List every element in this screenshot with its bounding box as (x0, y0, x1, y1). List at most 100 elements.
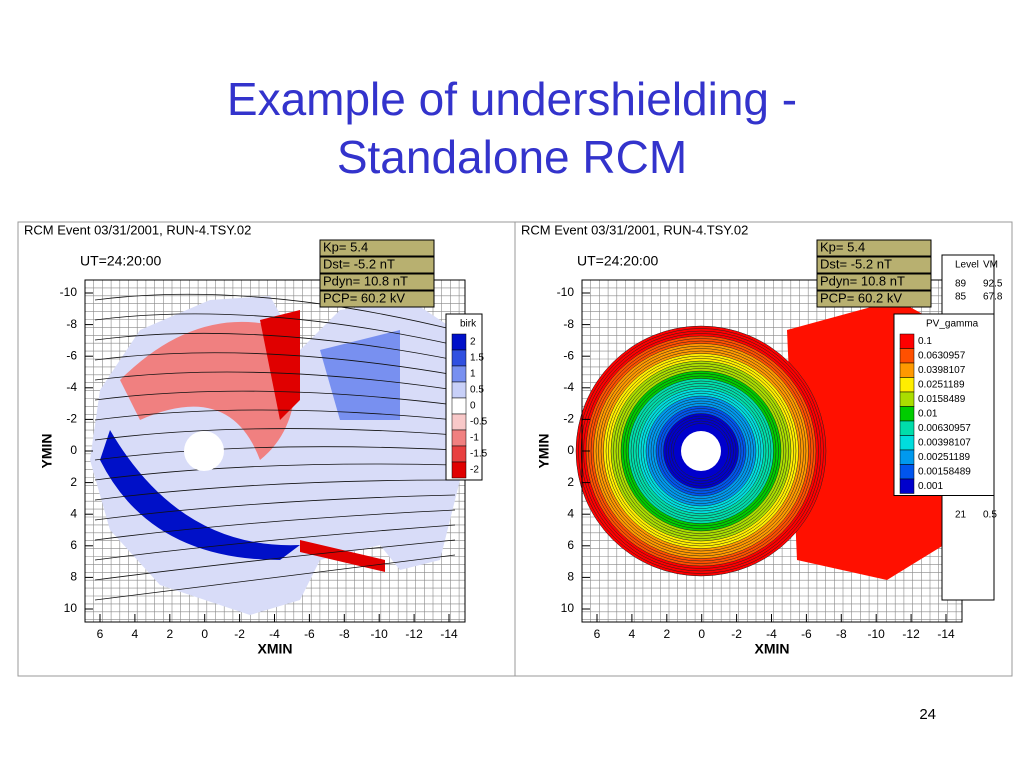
x-tick-label: -10 (371, 627, 389, 641)
legend-swatch (451, 381, 467, 399)
x-tick-label: 0 (201, 627, 208, 641)
legend-title: birk (460, 319, 477, 330)
param-box (816, 239, 932, 257)
contour (94, 390, 456, 406)
legend-label: 0.00158489 (918, 466, 971, 477)
y-tick-label: -6 (563, 348, 574, 362)
legend-swatch (899, 391, 915, 407)
legend-swatch (899, 348, 915, 364)
x-tick-label: -14 (440, 627, 458, 641)
x-tick-label: -8 (339, 627, 350, 641)
x-axis-label: XMIN (258, 641, 293, 657)
contour (94, 524, 456, 561)
legend-swatch (899, 435, 915, 451)
legend-label: 0 (470, 401, 476, 412)
x-tick-label: -8 (836, 627, 847, 641)
table-header: VM (983, 260, 998, 271)
contour (94, 293, 456, 331)
legend-swatch (899, 464, 915, 480)
param: Kp= 5.4 (820, 239, 865, 254)
x-tick-label: -14 (937, 627, 955, 641)
title-line: Example of undershielding - (226, 73, 798, 125)
x-tick-label: -10 (868, 627, 886, 641)
param: Kp= 5.4 (323, 239, 368, 254)
y-tick-label: -8 (563, 317, 574, 331)
param-box (816, 290, 932, 308)
contour (94, 428, 456, 441)
param: Dst= -5.2 nT (323, 256, 395, 271)
legend-swatch (899, 420, 915, 436)
x-tick-label: -12 (405, 627, 423, 641)
y-tick-label: -4 (66, 380, 77, 394)
legend-swatch (451, 461, 467, 479)
x-tick-label: -4 (766, 627, 777, 641)
earth-hole (681, 431, 721, 471)
param: Pdyn= 10.8 nT (820, 273, 905, 288)
y-tick-label: -8 (66, 317, 77, 331)
legend-label: 0.01 (918, 408, 938, 419)
legend-swatch (899, 362, 915, 378)
legend-label: 0.0398107 (918, 365, 966, 376)
legend-label: 0.5 (470, 385, 484, 396)
legend-swatch (451, 365, 467, 383)
y-axis-label: YMIN (39, 434, 55, 469)
x-tick-label: 4 (132, 627, 139, 641)
y-tick-label: -6 (66, 348, 77, 362)
x-tick-label: -2 (731, 627, 742, 641)
y-tick-label: 4 (567, 506, 574, 520)
contour (94, 446, 456, 461)
contour (94, 352, 456, 376)
param-box (319, 290, 435, 308)
y-tick-label: 8 (70, 570, 77, 584)
param-box (319, 256, 435, 274)
contour (94, 494, 456, 521)
x-tick-label: -2 (234, 627, 245, 641)
panel-header: RCM Event 03/31/2001, RUN-4.TSY.02 (24, 222, 251, 237)
legend-swatch (451, 445, 467, 463)
legend-swatch (451, 349, 467, 367)
param-box (319, 239, 435, 257)
table-cell: 21 (955, 510, 967, 521)
panel-header: RCM Event 03/31/2001, RUN-4.TSY.02 (521, 222, 748, 237)
contour (94, 509, 456, 541)
x-tick-label: 4 (629, 627, 636, 641)
x-tick-label: 6 (594, 627, 601, 641)
contour (94, 409, 456, 421)
earth-hole (184, 431, 224, 471)
table-cell: 89 (955, 279, 967, 290)
x-axis-label: XMIN (755, 641, 790, 657)
legend-label: 2 (470, 337, 476, 348)
y-tick-label: 8 (567, 570, 574, 584)
legend-label: -1.5 (470, 449, 488, 460)
y-tick-label: -2 (563, 412, 574, 426)
contour (94, 371, 456, 391)
y-tick-label: 2 (567, 475, 574, 489)
legend-swatch (451, 413, 467, 431)
ut-label: UT=24:20:00 (80, 253, 162, 269)
legend-label: 0.001 (918, 481, 943, 492)
contour (94, 539, 456, 581)
legend-title: PV_gamma (926, 319, 979, 330)
legend-label: -0.5 (470, 417, 488, 428)
legend-label: 1.5 (470, 353, 484, 364)
legend-label: -1 (470, 433, 479, 444)
panel: RCM Event 03/31/2001, RUN-4.TSY.02 UT=24:… (514, 221, 1013, 677)
region (260, 310, 300, 420)
legend-label: 0.00630957 (918, 423, 971, 434)
legend-label: 0.0158489 (918, 394, 966, 405)
y-tick-label: -2 (66, 412, 77, 426)
contour (94, 332, 456, 361)
x-tick-label: -6 (304, 627, 315, 641)
legend-label: 0.00251189 (918, 452, 971, 463)
x-tick-label: 0 (698, 627, 705, 641)
y-tick-label: 6 (567, 538, 574, 552)
table-cell: 0.5 (983, 510, 997, 521)
x-tick-label: -4 (269, 627, 280, 641)
y-tick-label: -4 (563, 380, 574, 394)
y-tick-label: 10 (64, 601, 78, 615)
table-cell: 85 (955, 292, 967, 303)
table-cell: 92.5 (983, 279, 1003, 290)
y-tick-label: -10 (60, 285, 78, 299)
param: PCP= 60.2 kV (323, 290, 405, 305)
